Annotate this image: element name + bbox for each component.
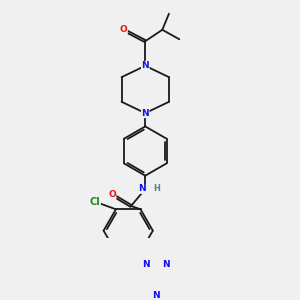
Text: O: O bbox=[120, 25, 128, 34]
Text: N: N bbox=[142, 109, 149, 118]
Text: N: N bbox=[142, 61, 149, 70]
Text: O: O bbox=[108, 190, 116, 199]
Text: N: N bbox=[162, 260, 169, 269]
Text: N: N bbox=[152, 291, 160, 300]
Text: N: N bbox=[142, 260, 149, 269]
Text: H: H bbox=[153, 184, 160, 194]
Text: N: N bbox=[138, 184, 145, 194]
Text: Cl: Cl bbox=[90, 197, 101, 207]
